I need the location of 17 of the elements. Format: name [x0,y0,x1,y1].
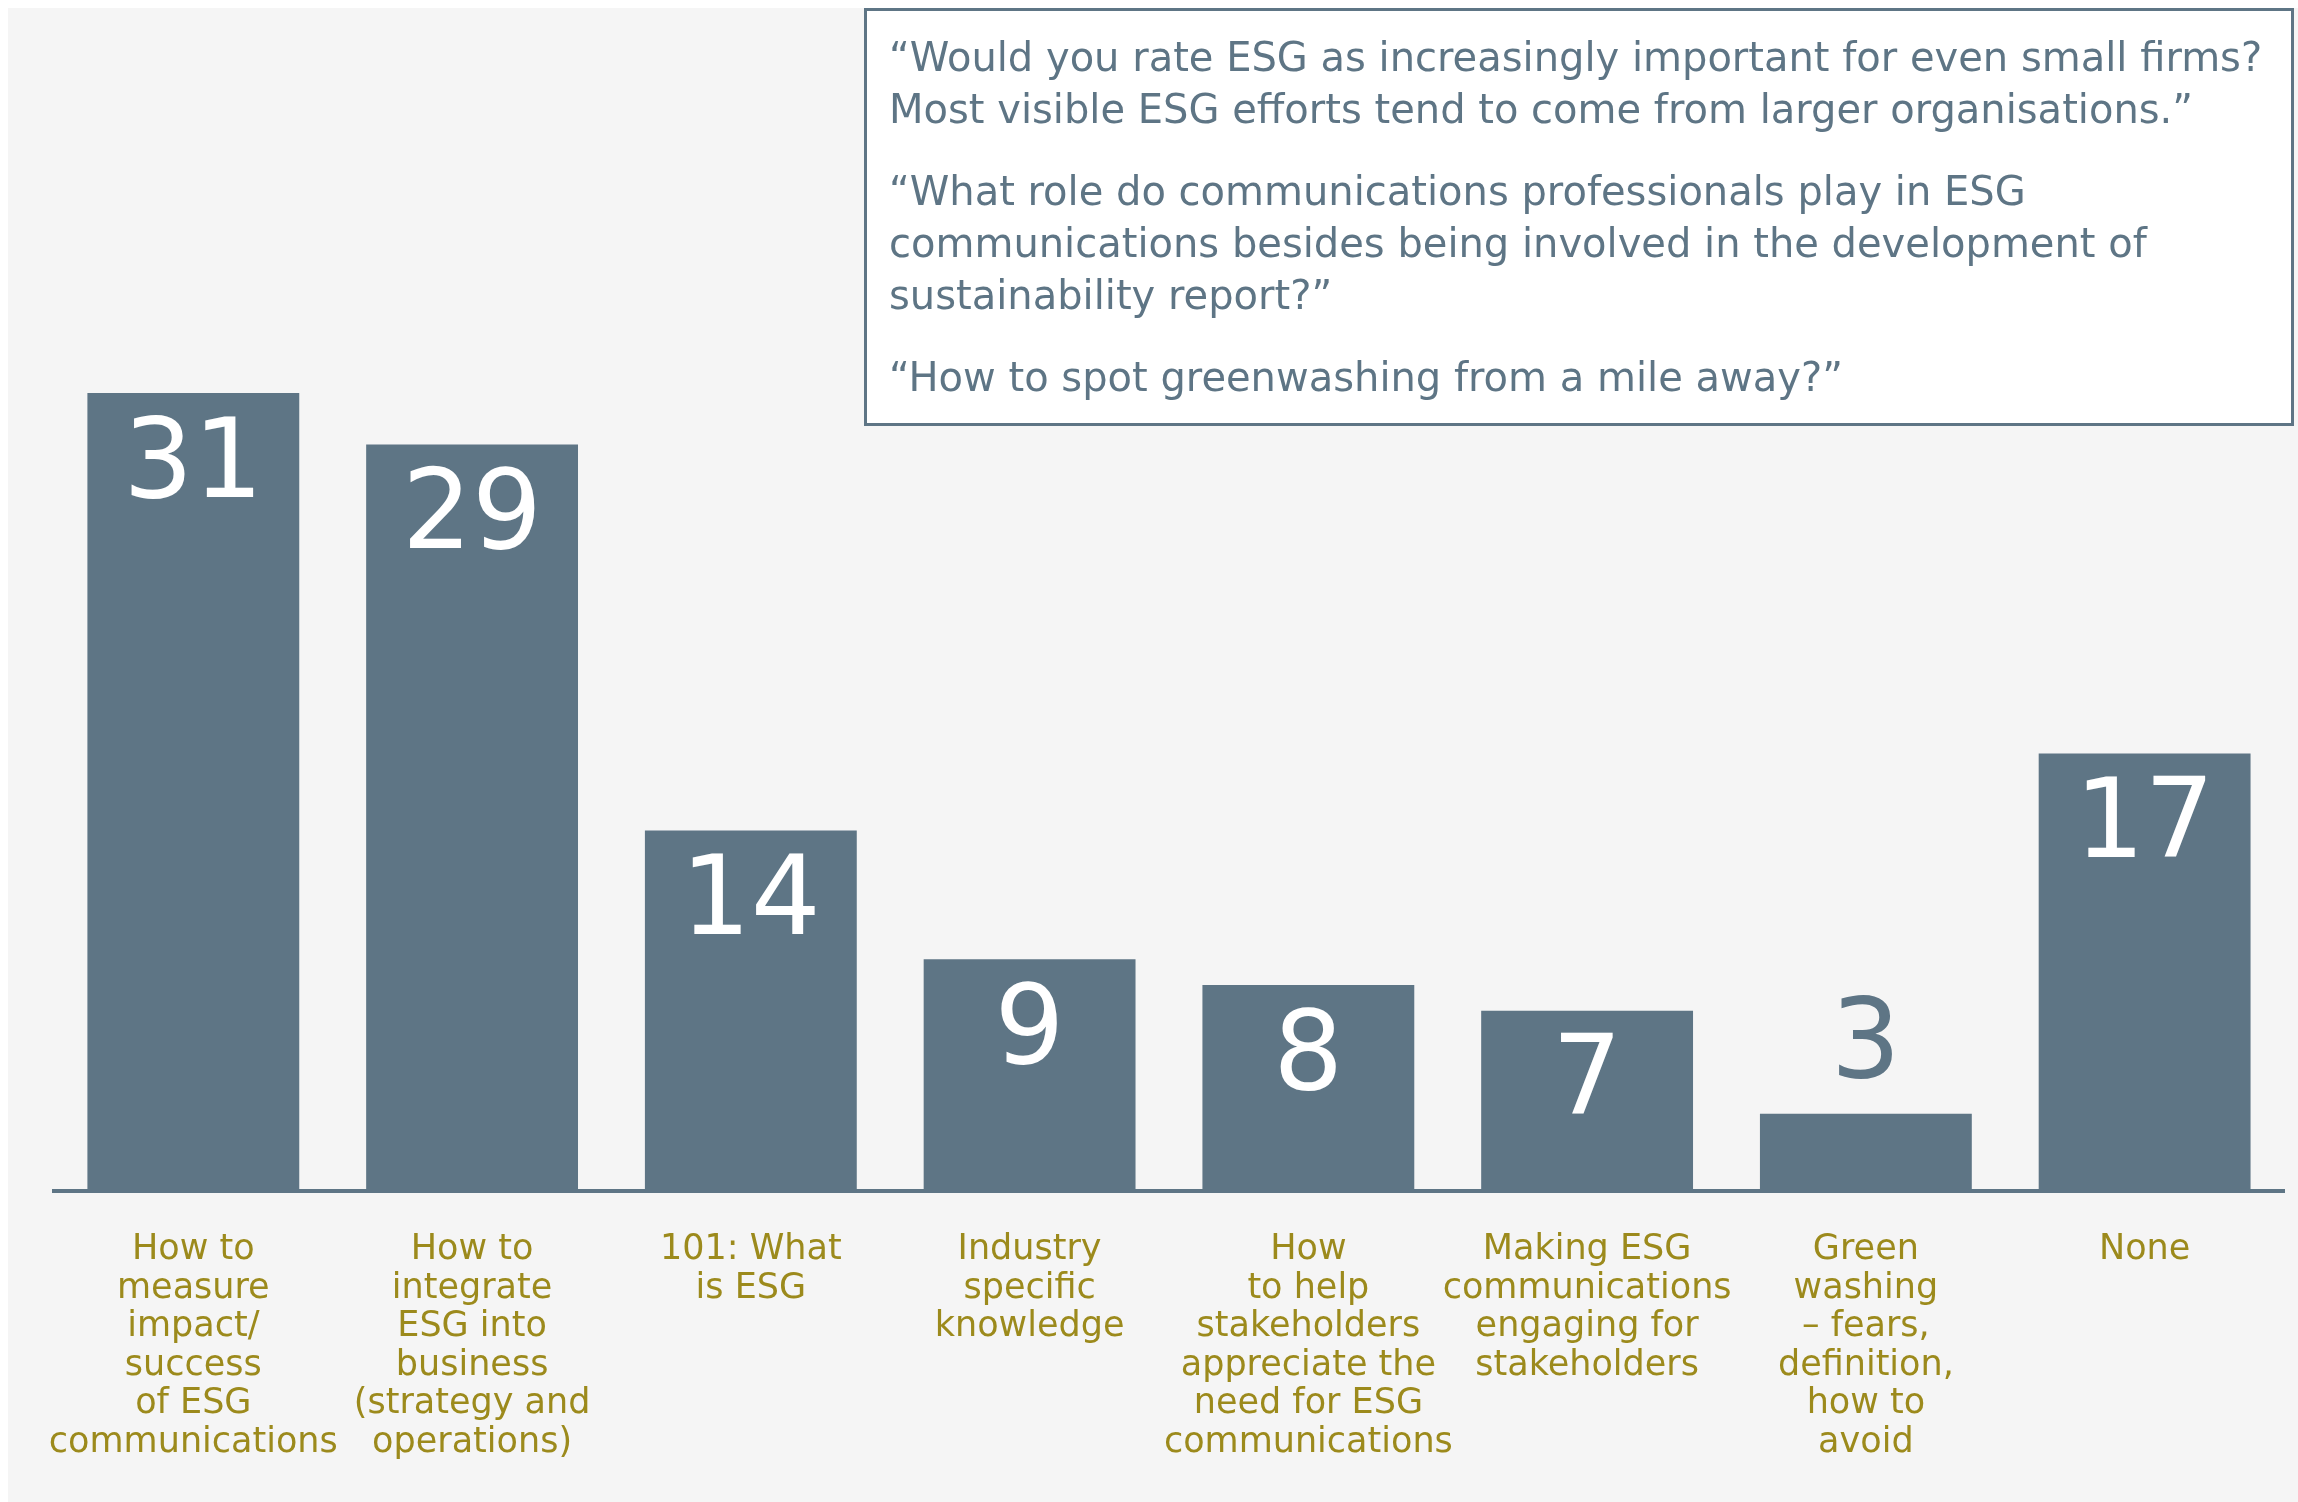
data-label: 9 [994,960,1065,1089]
data-label: 31 [123,394,264,523]
data-label: 3 [1830,975,1901,1104]
x-tick-label: 101: What is ESG [660,1227,842,1306]
data-label: 14 [680,832,821,961]
data-label: 17 [2074,754,2215,883]
x-tick-label: Green washing – fears, definition, how to avoid [1777,1227,1954,1460]
data-label: 29 [402,446,543,575]
data-label: 8 [1273,986,1344,1115]
x-tick-label: Industry specific knowledge [934,1227,1125,1345]
data-label: 7 [1552,1012,1623,1141]
text: “What role do communications professionals play in ESG communications besides being involved in the development of sustainability report?” [889,167,2149,320]
text: “Would you rate ESG as increasingly important for even small firms? Most visible ESG efforts tend to come from larger organisations.” [889,33,2264,134]
annotation: “How to spot greenwashing from a mile away?” [889,353,1844,402]
x-tick-label: None [2098,1227,2191,1268]
x-tick-label: How to measure impact/ success of ESG communications [48,1227,338,1460]
x-tick-label: How to integrate ESG into business (strategy and operations) [353,1227,591,1460]
